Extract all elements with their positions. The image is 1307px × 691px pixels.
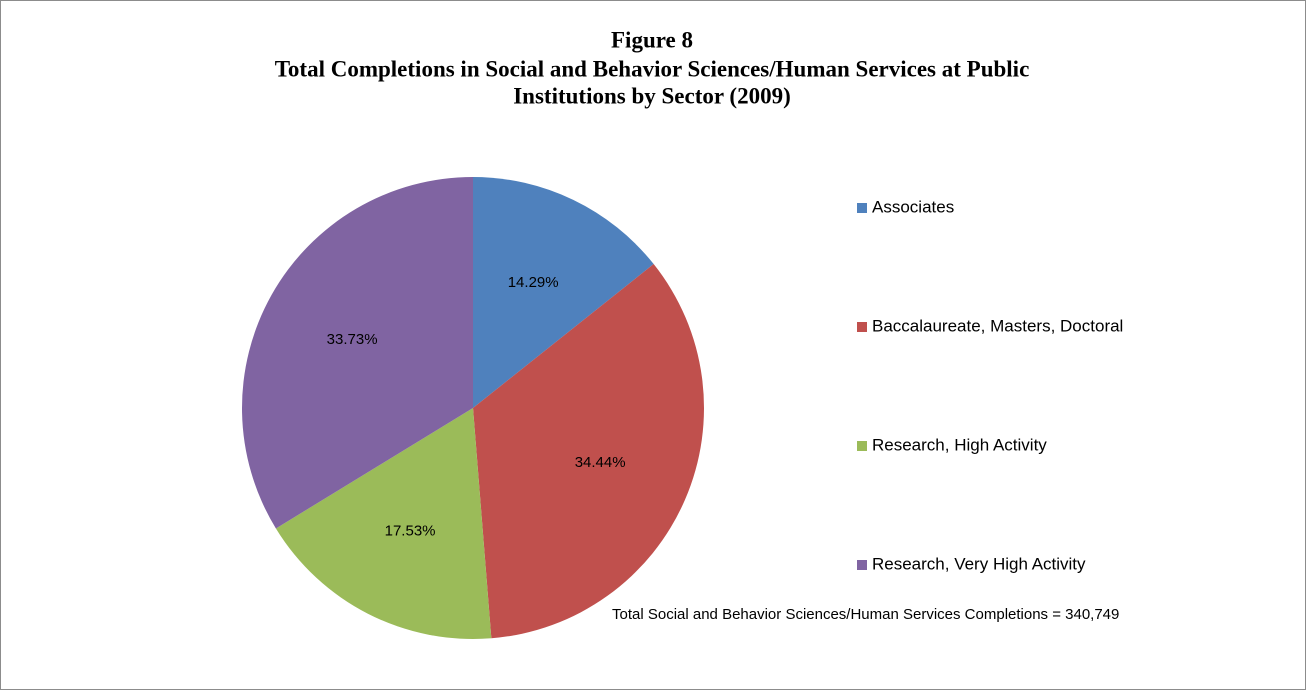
data-label: 17.53% — [385, 522, 436, 539]
legend-label: Associates — [872, 197, 954, 216]
chart-title: Figure 8 — [611, 27, 693, 52]
data-label: 14.29% — [508, 274, 559, 291]
legend-label: Baccalaureate, Masters, Doctoral — [872, 316, 1123, 335]
legend-swatch — [857, 441, 867, 451]
annotation: Total Social and Behavior Sciences/Human… — [612, 606, 1119, 623]
pie-slice — [241, 177, 473, 529]
legend-swatch — [857, 560, 867, 570]
pie-slice — [473, 177, 654, 408]
legend-label: Research, Very High Activity — [872, 554, 1086, 573]
chart-subtitle: Institutions by Sector (2009) — [513, 83, 791, 108]
data-label: 34.44% — [575, 454, 626, 471]
legend-swatch — [857, 203, 867, 213]
data-label: 33.73% — [327, 331, 378, 348]
pie-slice — [275, 408, 492, 639]
chart-subtitle: Total Completions in Social and Behavior… — [275, 56, 1030, 81]
legend-label: Research, High Activity — [872, 435, 1047, 454]
legend-swatch — [857, 322, 867, 332]
pie-slice — [473, 264, 704, 639]
